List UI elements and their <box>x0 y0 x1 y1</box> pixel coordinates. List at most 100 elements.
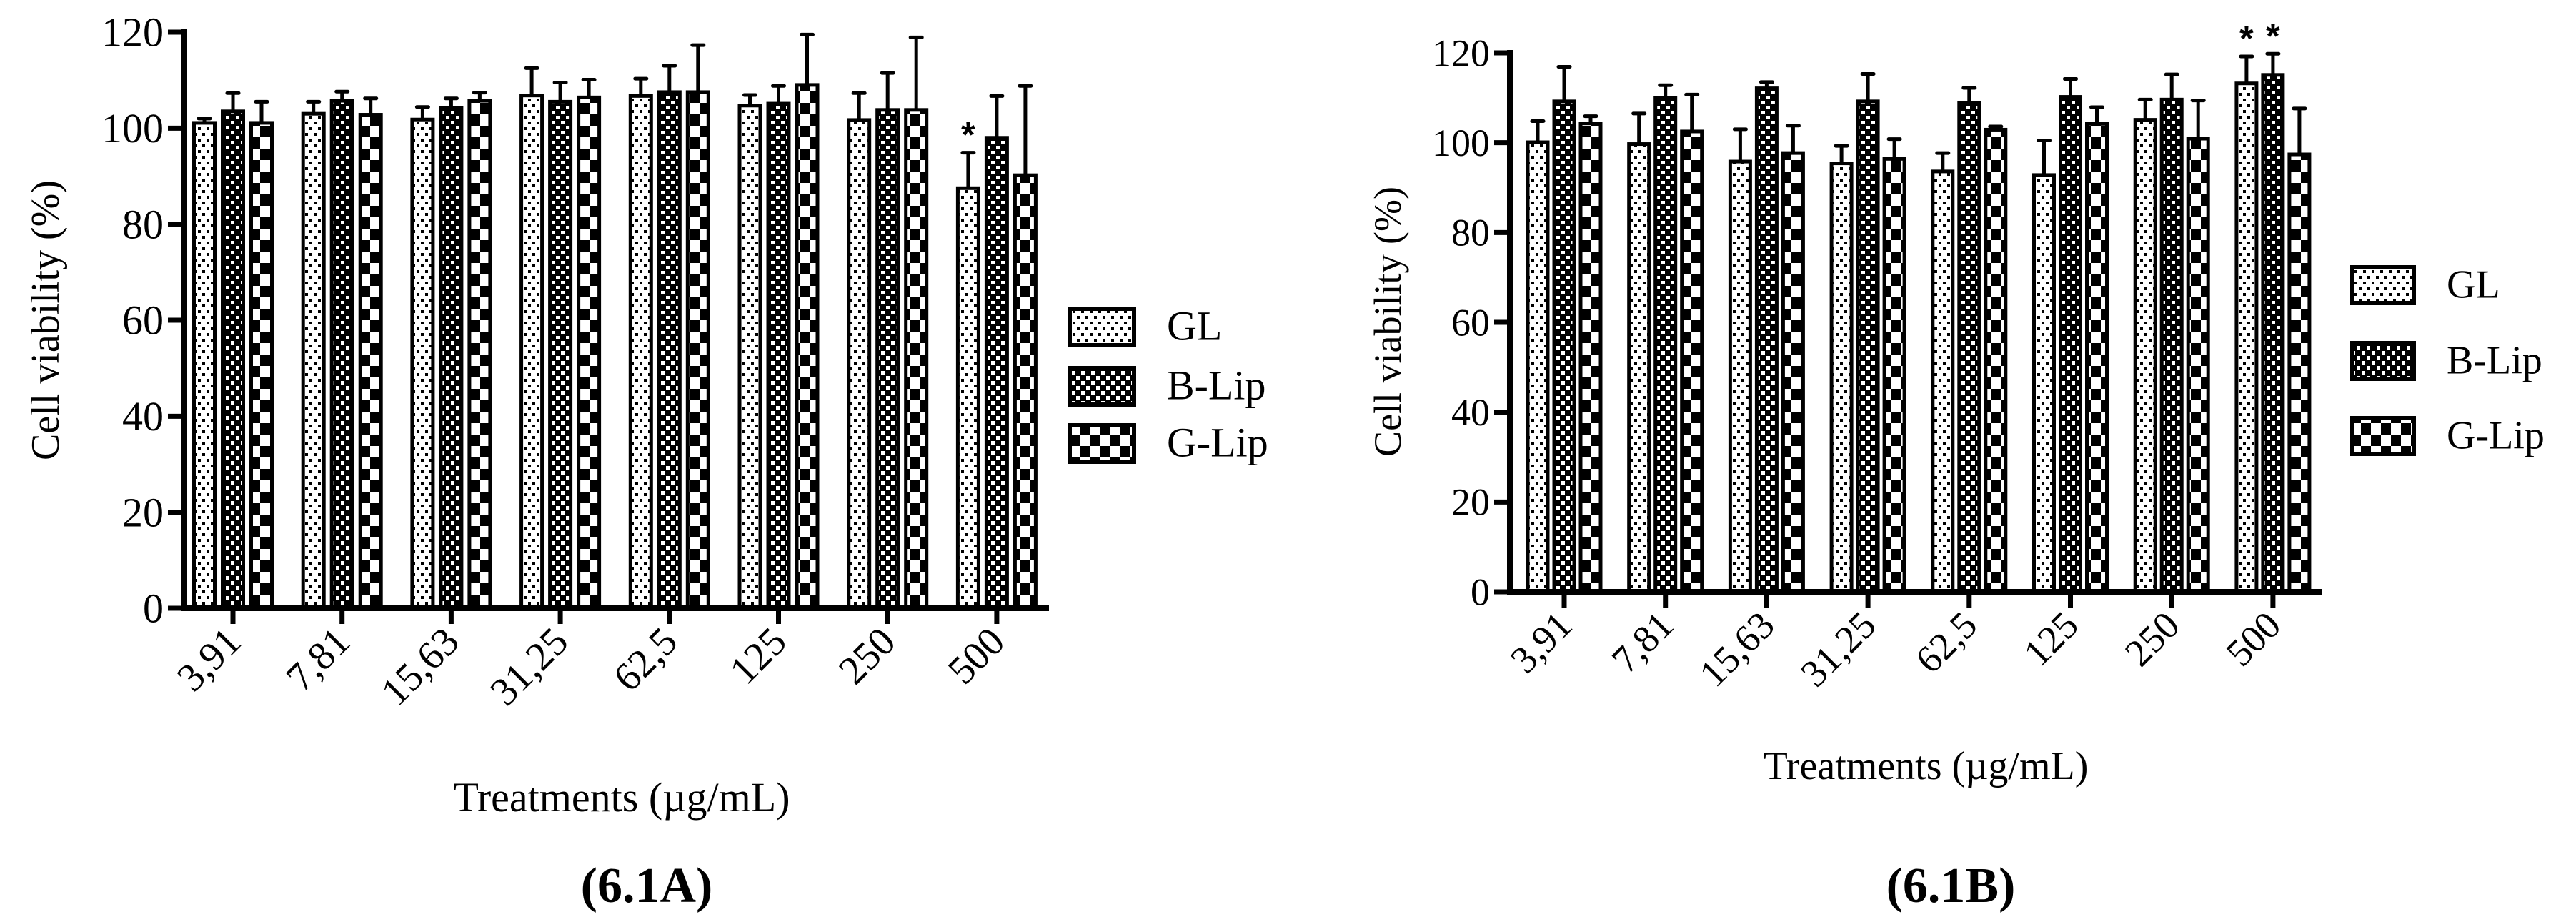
bar <box>875 71 900 610</box>
bar <box>1781 124 1805 594</box>
legend-item: G-Lip <box>2350 414 2545 458</box>
bar <box>301 99 326 610</box>
bar <box>1680 92 1704 594</box>
legend-label: GL <box>2447 263 2500 307</box>
legend-swatch <box>1068 307 1136 347</box>
legend-swatch <box>1068 423 1136 464</box>
chart-panel-a: Cell viability (%) 0 20 40 60 80 100 120 * 3,9… <box>24 9 1268 913</box>
x-tick-label: 31,25 <box>1792 603 1884 695</box>
bar <box>1627 111 1651 594</box>
bar <box>1526 119 1550 594</box>
bar <box>2032 139 2056 594</box>
y-tick-label: 120 <box>101 9 164 56</box>
legend-label: G-Lip <box>1167 419 1268 465</box>
bar <box>2287 106 2312 594</box>
bar <box>1552 64 1576 594</box>
x-axis: 3,91 7,81 15,63 31,25 62,5 125 250 500 <box>169 605 1049 714</box>
bar <box>657 64 682 610</box>
legend-swatch <box>2350 341 2416 381</box>
bar <box>737 93 762 610</box>
bars: * * <box>1526 16 2312 594</box>
y-tick-label: 40 <box>1451 391 1490 434</box>
bar <box>847 91 872 610</box>
y-axis-label: Cell viability (%) <box>24 180 68 460</box>
bar <box>1653 83 1678 594</box>
y-tick-label: 80 <box>1451 212 1490 254</box>
bar <box>1829 144 1854 594</box>
bar <box>1754 80 1779 594</box>
significance-marker: * <box>2266 16 2280 56</box>
x-tick-label: 3,91 <box>1502 603 1580 681</box>
bar <box>955 151 980 610</box>
y-tick-label: 100 <box>101 105 164 152</box>
x-axis-label: Treatments (µg/mL) <box>453 774 790 821</box>
x-tick-label: 31,25 <box>482 619 577 714</box>
legend: GL B-Lip G-Lip <box>2350 263 2545 458</box>
legend-item: B-Lip <box>1068 362 1266 408</box>
x-tick-label: 250 <box>830 619 904 693</box>
legend-swatch <box>2350 265 2416 305</box>
y-axis: 0 20 40 60 80 100 120 <box>1432 31 1513 613</box>
bar <box>1578 114 1603 594</box>
bar <box>249 99 274 610</box>
x-tick-label: 62,5 <box>605 619 686 700</box>
bar <box>984 94 1009 610</box>
bar <box>548 81 573 610</box>
legend-label: B-Lip <box>1167 362 1266 408</box>
bars: * <box>192 32 1038 610</box>
bar <box>685 43 710 610</box>
legend-item: GL <box>1068 302 1222 349</box>
bar <box>2261 51 2285 594</box>
legend-item: B-Lip <box>2350 339 2542 383</box>
bar <box>410 105 435 610</box>
bar <box>192 117 217 610</box>
y-tick-label: 0 <box>1471 570 1490 613</box>
panel-title: (6.1A) <box>581 858 713 913</box>
bar <box>1728 127 1752 594</box>
significance-marker: * <box>961 115 975 155</box>
bar <box>329 89 354 610</box>
bar <box>1856 72 1880 594</box>
y-tick-label: 0 <box>143 585 164 632</box>
legend-item: GL <box>2350 263 2500 307</box>
y-tick-label: 100 <box>1432 122 1490 164</box>
bar <box>1931 151 1955 594</box>
x-tick-label: 7,81 <box>1603 603 1681 681</box>
bar <box>2234 54 2259 594</box>
legend-label: B-Lip <box>2447 339 2542 383</box>
y-axis-label: Cell viability (%) <box>1366 187 1409 457</box>
bar <box>2133 97 2157 594</box>
y-axis: 0 20 40 60 80 100 120 <box>101 9 187 632</box>
legend-label: G-Lip <box>2447 414 2545 458</box>
y-tick-label: 80 <box>122 201 164 247</box>
bar <box>221 91 245 610</box>
bar <box>439 96 464 610</box>
bar <box>2059 76 2082 594</box>
bar <box>766 84 791 610</box>
y-tick-label: 20 <box>1451 481 1490 524</box>
bar <box>628 76 653 610</box>
bar <box>358 96 383 610</box>
x-tick-label: 500 <box>940 619 1013 693</box>
y-tick-label: 40 <box>122 393 164 440</box>
x-tick-label: 62,5 <box>1907 603 1985 681</box>
y-tick-label: 20 <box>122 489 164 535</box>
bar <box>577 77 602 610</box>
bar <box>467 91 492 610</box>
bar <box>795 32 820 610</box>
bar <box>2159 72 2184 594</box>
bar <box>1984 124 2008 594</box>
bar <box>2085 105 2109 594</box>
x-tick-label: 15,63 <box>1691 603 1783 695</box>
x-axis: 3,91 7,81 15,63 31,25 62,5 125 250 500 <box>1502 589 2322 695</box>
legend: GL B-Lip G-Lip <box>1068 302 1268 465</box>
x-tick-label: 125 <box>2015 603 2087 675</box>
bar <box>1882 137 1906 594</box>
legend-swatch <box>2350 416 2416 456</box>
x-tick-label: 15,63 <box>373 619 468 714</box>
significance-marker: * <box>2239 19 2254 59</box>
y-tick-label: 60 <box>1451 301 1490 344</box>
x-tick-label: 125 <box>721 619 795 693</box>
